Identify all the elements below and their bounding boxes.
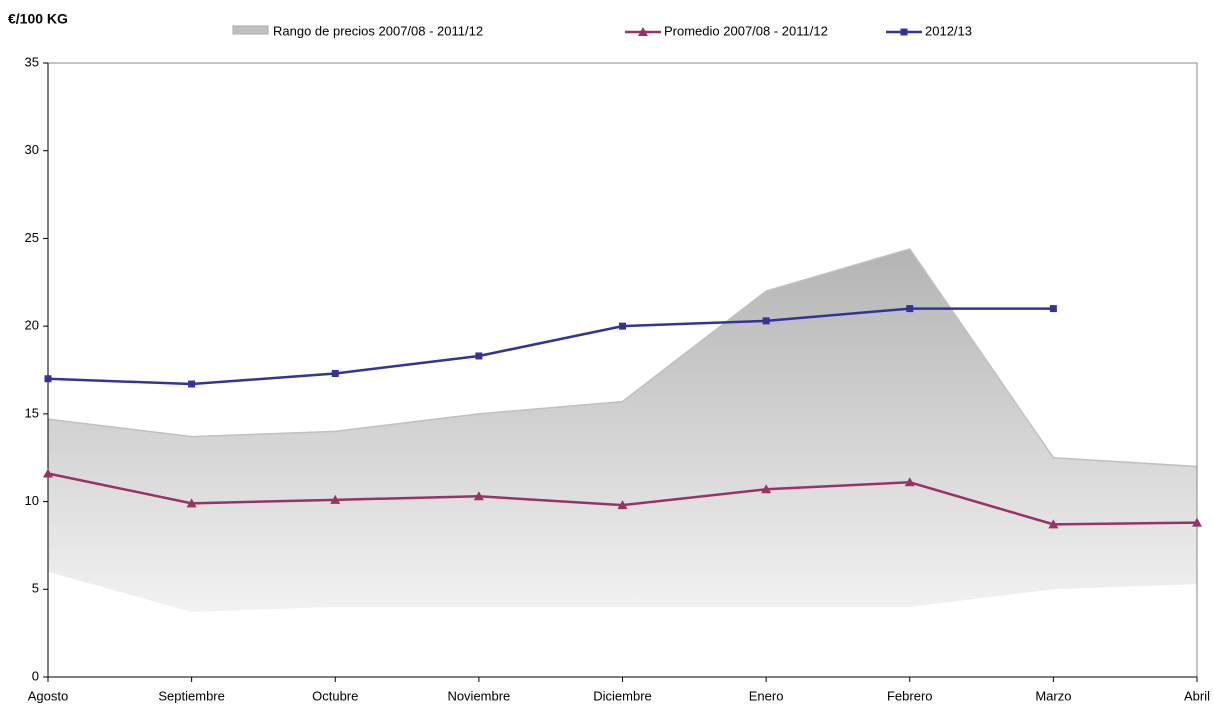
marker xyxy=(906,305,914,313)
x-tick-label: Diciembre xyxy=(593,688,652,703)
legend-label: 2012/13 xyxy=(925,23,972,38)
marker xyxy=(473,491,484,501)
marker xyxy=(1049,305,1057,313)
x-tick-label: Enero xyxy=(749,688,784,703)
range-area xyxy=(48,248,1197,613)
marker xyxy=(188,380,196,388)
y-tick-label: 10 xyxy=(25,493,39,508)
marker xyxy=(330,494,341,504)
y-tick-label: 30 xyxy=(25,142,39,157)
marker xyxy=(475,352,483,360)
marker xyxy=(186,498,197,508)
marker xyxy=(638,27,648,36)
x-tick-label: Marzo xyxy=(1035,688,1071,703)
marker xyxy=(617,500,628,510)
x-tick-label: Septiembre xyxy=(158,688,224,703)
marker xyxy=(331,370,339,378)
marker xyxy=(1048,519,1059,529)
marker xyxy=(43,468,53,478)
range-upper-edge xyxy=(47,248,1198,468)
legend-label: Promedio 2007/08 - 2011/12 xyxy=(664,23,828,38)
legend-label: Rango de precios 2007/08 - 2011/12 xyxy=(273,23,483,38)
y-axis-label: €/100 KG xyxy=(8,11,68,27)
y-tick-label: 5 xyxy=(32,581,39,596)
marker xyxy=(761,484,772,494)
x-tick-label: Abril xyxy=(1184,688,1210,703)
marker xyxy=(1192,517,1202,527)
marker xyxy=(619,322,626,330)
x-tick-label: Agosto xyxy=(28,688,68,703)
marker xyxy=(900,28,908,36)
y-tick-label: 15 xyxy=(25,405,39,420)
x-tick-label: Noviembre xyxy=(447,688,510,703)
y-tick-label: 35 xyxy=(25,54,39,69)
marker xyxy=(762,317,770,325)
series-line xyxy=(47,307,1054,386)
marker xyxy=(44,375,52,383)
x-tick-label: Octubre xyxy=(312,688,358,703)
y-tick-label: 25 xyxy=(25,230,39,245)
legend-swatch xyxy=(232,25,269,35)
y-tick-label: 20 xyxy=(25,318,39,333)
marker xyxy=(904,477,915,487)
y-tick-label: 0 xyxy=(32,668,39,683)
x-tick-label: Febrero xyxy=(887,688,933,703)
